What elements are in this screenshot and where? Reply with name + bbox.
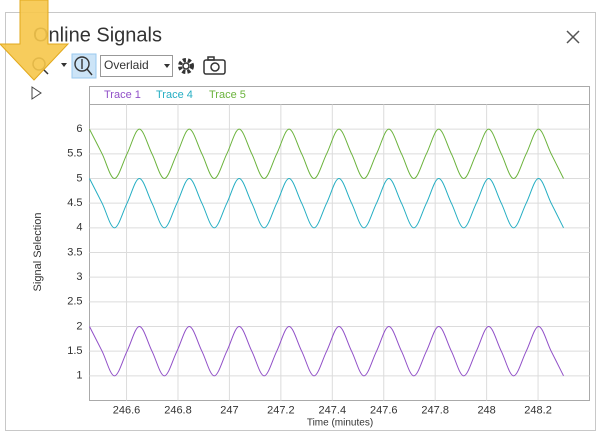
y-tick-label: 1 [76, 370, 82, 382]
x-tick-label: 247.2 [267, 404, 295, 416]
trace-line [89, 177, 564, 229]
y-tick-label: 6 [76, 123, 82, 135]
trace-line [89, 128, 564, 180]
cursor-icon [74, 56, 93, 76]
y-tick-label: 2 [76, 320, 82, 332]
x-tick-label: 248.2 [524, 404, 552, 416]
view-mode-select[interactable] [100, 55, 173, 77]
legend-entry: Trace 1 [104, 89, 141, 101]
y-tick-label: 5.5 [67, 148, 82, 160]
window-title: Online Signals [33, 24, 162, 46]
y-tick-label: 4.5 [67, 197, 82, 209]
x-tick-label: 247.6 [370, 404, 398, 416]
snapshot-button[interactable] [203, 56, 226, 75]
highlight-arrow [0, 0, 70, 81]
y-tick-label: 5 [76, 172, 82, 184]
legend-entry: Trace 4 [156, 89, 193, 101]
x-axis-label: Time (minutes) [307, 418, 373, 429]
y-axis-label: Signal Selection [32, 213, 44, 292]
trace-line [89, 325, 564, 377]
select-arrow [164, 64, 170, 68]
x-tick-label: 247 [220, 404, 238, 416]
x-tick-label: 248 [477, 404, 495, 416]
y-tick-label: 3 [76, 271, 82, 283]
x-tick-label: 246.6 [113, 404, 141, 416]
y-tick-label: 3.5 [67, 246, 82, 258]
expand-toggle[interactable] [31, 86, 42, 100]
close-button[interactable] [566, 30, 580, 44]
x-tick-label: 246.8 [164, 404, 192, 416]
legend-entry: Trace 5 [209, 89, 246, 101]
settings-button[interactable] [178, 58, 194, 74]
y-tick-label: 2.5 [67, 296, 82, 308]
x-tick-label: 247.8 [421, 404, 449, 416]
y-tick-label: 4 [76, 222, 82, 234]
y-tick-label: 1.5 [67, 345, 82, 357]
view-mode-label: Overlaid [104, 58, 149, 72]
x-tick-label: 247.4 [319, 404, 347, 416]
traces [89, 128, 564, 377]
